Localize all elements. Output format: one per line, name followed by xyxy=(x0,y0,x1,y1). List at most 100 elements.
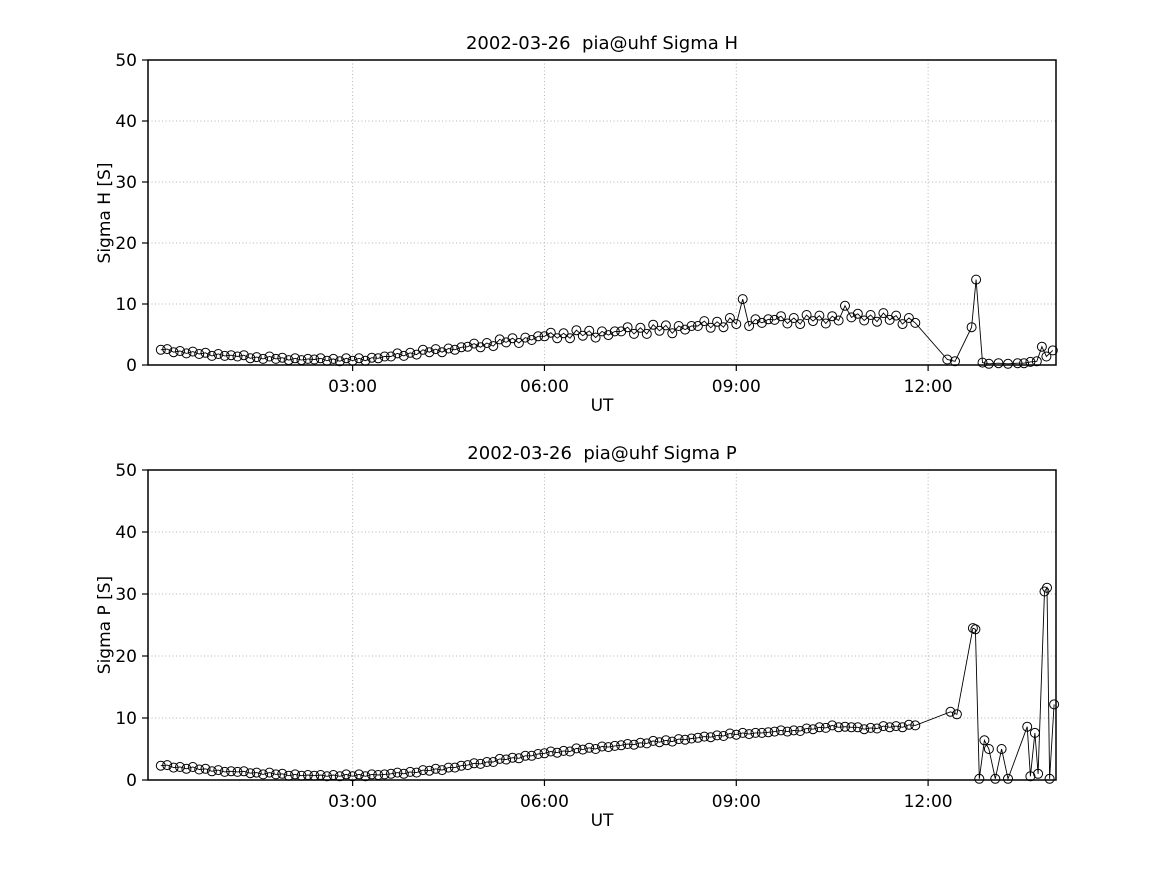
data-point xyxy=(833,722,844,733)
data-point xyxy=(194,764,205,775)
data-point xyxy=(462,760,473,771)
data-point xyxy=(545,327,556,338)
data-point xyxy=(475,758,486,769)
data-point xyxy=(840,721,850,732)
data-point xyxy=(181,348,192,359)
data-point xyxy=(392,348,403,359)
data-point xyxy=(1019,358,1029,369)
data-point xyxy=(437,765,448,776)
data-point xyxy=(705,322,716,333)
x-tick-label: 12:00 xyxy=(904,792,953,812)
data-point xyxy=(354,769,364,780)
data-point xyxy=(405,347,416,358)
data-point xyxy=(430,344,441,355)
data-point xyxy=(891,721,902,732)
data-point xyxy=(654,737,665,748)
data-point xyxy=(788,313,799,323)
data-point xyxy=(1036,341,1047,352)
data-point xyxy=(808,316,818,327)
data-point xyxy=(814,310,825,321)
data-point xyxy=(168,347,179,358)
data-point xyxy=(187,346,198,357)
data-point xyxy=(379,769,390,780)
x-tick-label: 06:00 xyxy=(520,792,569,812)
data-point xyxy=(977,357,988,368)
data-point xyxy=(341,769,352,780)
data-point xyxy=(1033,768,1044,779)
data-point xyxy=(200,347,211,358)
data-point xyxy=(181,763,192,774)
data-point xyxy=(603,742,614,753)
data-point xyxy=(1022,721,1033,732)
data-point xyxy=(226,766,237,777)
data-point xyxy=(616,740,627,751)
data-point xyxy=(462,341,473,352)
data-point xyxy=(648,319,659,330)
data-point xyxy=(168,762,179,773)
data-point xyxy=(609,326,620,337)
data-line xyxy=(160,586,1055,781)
data-point xyxy=(481,338,492,348)
x-axis-label-sigma-h: UT xyxy=(590,396,614,416)
data-point xyxy=(782,726,793,737)
data-point xyxy=(360,771,371,782)
data-point xyxy=(951,709,962,720)
data-point xyxy=(155,760,166,771)
data-point xyxy=(846,722,857,733)
data-point xyxy=(859,315,870,326)
data-point xyxy=(398,768,409,779)
data-point xyxy=(1025,356,1036,367)
data-point xyxy=(226,350,237,361)
data-point xyxy=(213,765,224,776)
data-point xyxy=(360,355,371,366)
data-point xyxy=(590,744,601,754)
data-point xyxy=(756,727,767,738)
data-point xyxy=(424,765,435,776)
data-point xyxy=(347,355,358,366)
data-point xyxy=(379,351,390,362)
data-point xyxy=(162,344,173,355)
data-point xyxy=(552,333,563,344)
data-point xyxy=(667,328,678,339)
data-point xyxy=(737,294,748,305)
data-line xyxy=(160,279,1054,365)
data-point xyxy=(1003,773,1013,784)
data-point xyxy=(699,316,710,327)
data-point xyxy=(622,739,633,749)
data-point xyxy=(750,727,761,738)
y-tick-label: 40 xyxy=(115,112,137,132)
data-point xyxy=(1041,351,1052,362)
data-point xyxy=(520,332,531,343)
data-point xyxy=(520,750,531,761)
data-point xyxy=(979,735,990,746)
data-point xyxy=(456,760,467,771)
data-point xyxy=(897,722,908,733)
data-point xyxy=(820,318,831,329)
data-point xyxy=(865,722,876,733)
data-point xyxy=(891,310,902,321)
data-point xyxy=(571,743,582,754)
data-point xyxy=(258,353,269,364)
data-point xyxy=(398,350,409,361)
data-point xyxy=(558,745,569,756)
data-point xyxy=(1012,358,1023,369)
data-point xyxy=(814,722,825,733)
data-point xyxy=(680,324,691,335)
data-point xyxy=(251,767,262,778)
data-point xyxy=(1047,345,1058,356)
data-point xyxy=(641,328,652,339)
data-point xyxy=(290,769,301,780)
data-point xyxy=(290,353,301,364)
data-point xyxy=(366,769,377,780)
data-point xyxy=(782,318,793,329)
data-point xyxy=(571,325,582,336)
data-point xyxy=(731,729,742,740)
data-point xyxy=(175,762,185,772)
data-point xyxy=(488,757,499,767)
data-point xyxy=(238,350,249,361)
x-tick-label: 12:00 xyxy=(904,377,953,397)
data-point xyxy=(386,351,396,362)
x-axis-label-sigma-p: UT xyxy=(590,811,614,831)
